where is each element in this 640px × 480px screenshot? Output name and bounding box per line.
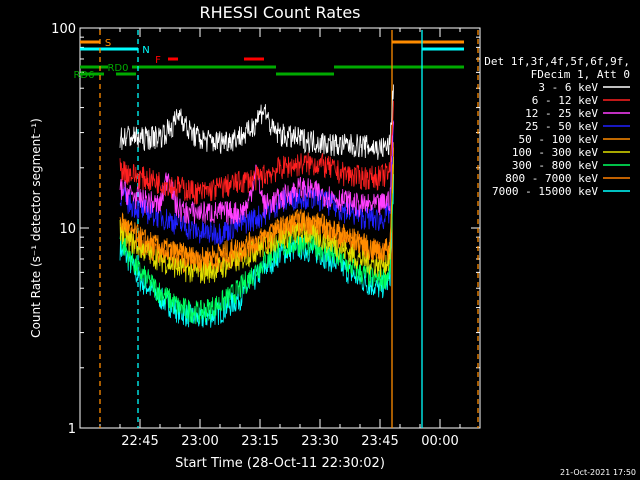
x-axis-ticks: 22:45 23:00 23:15 23:30 23:45 00:00	[79, 28, 481, 449]
legend-entry-label: 800 - 7000 keV	[505, 172, 598, 185]
flag-bars: S NF RD0 RD6	[73, 38, 464, 81]
series-line-3-6-kev	[119, 84, 394, 160]
flag-label-f: F	[155, 55, 161, 66]
x-tick-label: 23:45	[361, 434, 398, 449]
legend-entry-label: 6 - 12 keV	[532, 94, 599, 107]
legend-entry-label: 100 - 300 keV	[512, 146, 598, 159]
series-line-50-100-kev	[120, 142, 394, 272]
legend: Det 1f,3f,4f,5f,6f,9f, FDecim 1, Att 0 3…	[484, 55, 630, 198]
legend-entry-label: 12 - 25 keV	[525, 107, 598, 120]
legend-entry-label: 7000 - 15000 keV	[492, 185, 598, 198]
chart-title: RHESSI Count Rates	[200, 3, 361, 22]
y-tick-label: 1	[68, 422, 76, 437]
y-tick-label: 10	[59, 222, 76, 237]
legend-entry-label: 50 - 100 keV	[519, 133, 599, 146]
x-tick-label: 23:30	[301, 434, 338, 449]
footer-timestamp: 21-Oct-2021 17:50	[560, 468, 636, 477]
x-axis-label: Start Time (28-Oct-11 22:30:02)	[175, 456, 385, 471]
series-line-300-800-kev	[119, 159, 394, 325]
legend-entry-label: 300 - 800 keV	[512, 159, 598, 172]
y-tick-label: 100	[51, 22, 76, 37]
flag-label-n: N	[142, 45, 149, 56]
flag-label-rd6: RD6	[73, 70, 94, 81]
x-tick-label: 22:45	[121, 434, 158, 449]
x-tick-label: 23:00	[181, 434, 218, 449]
series-line-6-12-kev	[119, 100, 394, 205]
legend-header-2: FDecim 1, Att 0	[531, 68, 630, 81]
flag-label-s: S	[105, 38, 111, 49]
x-tick-label: 00:00	[421, 434, 458, 449]
x-tick-label: 23:15	[241, 434, 278, 449]
y-axis-ticks: 1 10 100	[51, 22, 480, 437]
series-line-100-300-kev	[119, 156, 394, 284]
legend-header-1: Det 1f,3f,4f,5f,6f,9f,	[484, 55, 630, 68]
flag-label-rd0: RD0	[107, 63, 128, 74]
series-lines	[119, 84, 394, 328]
legend-entry-label: 25 - 50 keV	[525, 120, 598, 133]
y-axis-label: Count Rate (s⁻¹ detector segment⁻¹)	[29, 118, 43, 338]
legend-entry-label: 3 - 6 keV	[538, 81, 598, 94]
